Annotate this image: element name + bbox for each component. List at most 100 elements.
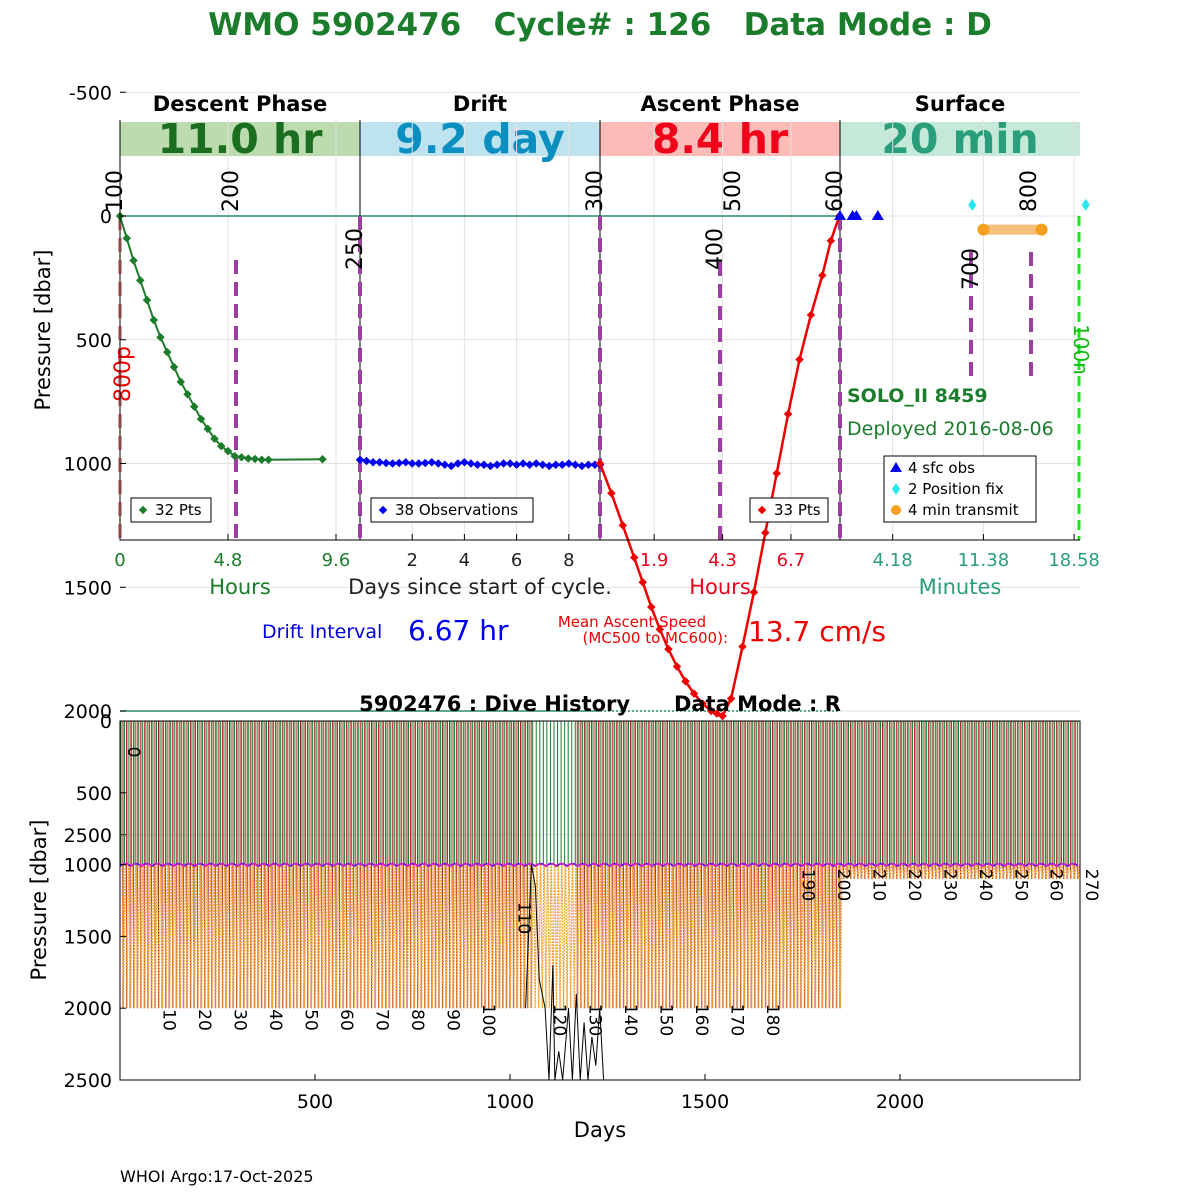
drift-point <box>564 459 574 468</box>
phase-band <box>360 122 600 156</box>
phase-title: Descent Phase <box>153 92 327 116</box>
legend-marker <box>892 483 900 495</box>
ascent-point <box>655 625 665 634</box>
dive-history-axes: 0 10 20 30 40 50 60 70 80 90 100 110 120 130 140 150 160… <box>27 711 1101 1142</box>
drift-point <box>375 458 384 467</box>
x-tick-label: 4.8 <box>214 550 243 571</box>
cycle-label: 70 <box>371 1009 391 1031</box>
y-tick-label: 2000 <box>64 701 112 723</box>
drift-point <box>434 459 443 468</box>
drift-point <box>362 456 371 466</box>
descent-point <box>257 455 266 465</box>
drift-point <box>499 459 508 468</box>
y-tick-label: 2000 <box>64 998 112 1020</box>
drift-point <box>492 460 502 469</box>
cycle-label: 30 <box>229 1009 249 1031</box>
cycle-label: 0 <box>123 747 143 758</box>
y-tick-label: 0 <box>100 711 112 733</box>
x-tick-label: 1.9 <box>640 550 669 571</box>
descent-point <box>217 441 226 451</box>
drift-point <box>518 459 528 468</box>
y-tick-label: 1500 <box>64 577 112 599</box>
cycle-label: 150 <box>655 1004 675 1036</box>
ascent-point <box>772 469 781 478</box>
dive-history-bars <box>119 721 1081 1081</box>
drift-point <box>486 461 495 471</box>
legend-box <box>749 497 829 523</box>
drift-point <box>571 460 580 469</box>
deployed-label: Deployed 2016-08-06 <box>847 418 1054 440</box>
y-tick-label: 1500 <box>64 926 112 948</box>
drift-point <box>584 460 593 469</box>
measurement-code-label: 800 <box>1017 170 1042 212</box>
x-tick-label: 1500 <box>681 1091 729 1113</box>
y-tick-label: 0 <box>100 206 112 228</box>
ascent-point <box>672 662 682 671</box>
drift-point <box>479 460 489 469</box>
drift-point <box>460 458 469 467</box>
cycle-label: 80 <box>407 1009 427 1031</box>
cycle-label: 190 <box>797 869 817 901</box>
ascent-point <box>638 578 647 587</box>
ascent-point <box>818 271 827 280</box>
drift-point <box>505 459 515 468</box>
drift-point <box>447 461 456 471</box>
x-tick-label: 8 <box>563 550 574 571</box>
ascent-point <box>761 528 770 538</box>
measurement-code-label: 300 <box>583 170 608 212</box>
ascent-point <box>698 699 707 708</box>
drift-point <box>368 458 378 467</box>
measurement-code-label: 600 <box>823 170 848 212</box>
drift-point <box>388 459 397 468</box>
cycle-label: 140 <box>620 1004 640 1036</box>
descent-point <box>169 362 179 372</box>
x-tick-label: 4.18 <box>873 550 913 571</box>
cycle-label: 100 <box>478 1004 498 1036</box>
drift-point <box>531 459 541 468</box>
legend-box <box>370 497 534 523</box>
drift-point <box>381 458 391 468</box>
legend-label: 4 sfc obs <box>908 459 975 477</box>
profile-trace <box>121 863 1081 1009</box>
measurement-code-label: 200 <box>219 170 244 212</box>
descent-point <box>156 333 165 342</box>
transmit-point <box>977 223 990 236</box>
x-axis-title: Hours <box>689 575 751 599</box>
footer-credit: WHOI Argo:17-Oct-2025 <box>120 1167 314 1186</box>
x-axis-title: Minutes <box>919 575 1002 599</box>
x-tick-label: 2000 <box>876 1091 924 1113</box>
legend-label: 32 Pts <box>155 501 202 519</box>
right-side-label: 100n <box>1069 324 1093 375</box>
phase-title: Surface <box>915 92 1005 116</box>
x-tick-label: 9.6 <box>322 550 351 571</box>
x-axis-title: Hours <box>209 575 271 599</box>
y-tick-label: 1000 <box>64 454 112 476</box>
x-tick-label: 500 <box>297 1091 333 1113</box>
cycle-label: 130 <box>584 1004 604 1036</box>
descent-point <box>129 256 138 265</box>
ascent-point <box>783 409 793 419</box>
descent-point <box>196 414 206 424</box>
main-title: WMO 5902476 Cycle# : 126 Data Mode : D <box>208 7 992 43</box>
drift-point <box>558 460 567 469</box>
float-model-label: SOLO_II 8459 <box>847 385 988 407</box>
drift-point <box>407 459 417 468</box>
ascent-point <box>664 644 673 654</box>
descent-point <box>210 434 219 443</box>
drift-point <box>421 458 430 468</box>
legend-box <box>883 455 1037 523</box>
y-axis-title: Pressure [dbar] <box>27 820 51 981</box>
drift-point <box>538 460 547 469</box>
ascent-point <box>806 310 816 320</box>
y-tick-label: 500 <box>76 330 112 352</box>
transmit-point <box>1035 223 1048 236</box>
phase-duration: 8.4 hr <box>652 115 789 163</box>
descent-point <box>203 424 212 434</box>
ascent-point <box>595 459 605 468</box>
ascent-point <box>689 689 699 698</box>
measurement-code-label: 250 <box>343 228 368 270</box>
descent-point <box>176 377 185 387</box>
descent-point <box>223 446 233 456</box>
